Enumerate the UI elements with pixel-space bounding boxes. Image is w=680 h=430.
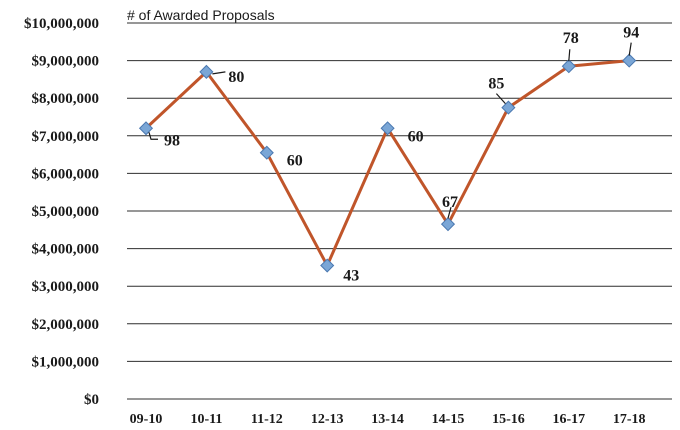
y-tick-label: $6,000,000 [32, 166, 100, 182]
series-line-path [146, 61, 629, 266]
y-tick-label: $4,000,000 [32, 242, 100, 258]
y-tick-label: $1,000,000 [32, 354, 100, 370]
data-label: 78 [563, 30, 579, 47]
x-tick-label: 16-17 [552, 412, 585, 427]
x-tick-label: 14-15 [432, 412, 465, 427]
data-label: 98 [164, 132, 180, 149]
data-point-marker [623, 54, 636, 67]
x-tick-label: 11-12 [251, 412, 283, 427]
x-tick-label: 15-16 [492, 412, 525, 427]
y-tick-label: $8,000,000 [32, 91, 100, 107]
data-label: 85 [488, 76, 504, 93]
y-tick-label: $0 [84, 392, 99, 408]
series-line [146, 61, 629, 266]
data-point-marker [321, 259, 334, 272]
series-markers [140, 54, 636, 272]
y-tick-label: $7,000,000 [32, 129, 100, 145]
data-label-leader [569, 49, 570, 61]
data-label: 67 [442, 194, 458, 211]
x-tick-label: 12-13 [311, 412, 344, 427]
data-label-leader [629, 43, 631, 56]
y-tick-label: $10,000,000 [24, 16, 99, 32]
data-label: 94 [623, 25, 639, 42]
y-tick-label: $2,000,000 [32, 317, 100, 333]
data-label-leader [212, 72, 225, 74]
x-tick-label: 17-18 [613, 412, 646, 427]
x-tick-label: 09-10 [130, 412, 163, 427]
x-tick-label: 13-14 [371, 412, 404, 427]
data-label: 60 [408, 128, 424, 145]
data-label: 43 [343, 268, 359, 285]
y-tick-label: $9,000,000 [32, 54, 100, 70]
x-axis-ticks: 09-10 10-11 11-12 12-13 13-14 14-15 15-16 16-17… [130, 412, 646, 427]
chart-title: # of Awarded Proposals [127, 7, 275, 23]
gridlines [127, 23, 672, 399]
x-tick-label: 10-11 [190, 412, 222, 427]
data-label: 60 [287, 153, 303, 170]
data-label: 80 [228, 69, 244, 86]
y-axis-ticks: $0 $1,000,000 $2,000,000 $3,000,000 $4,000,0… [24, 16, 99, 408]
y-tick-label: $5,000,000 [32, 204, 100, 220]
y-tick-label: $3,000,000 [32, 279, 100, 295]
